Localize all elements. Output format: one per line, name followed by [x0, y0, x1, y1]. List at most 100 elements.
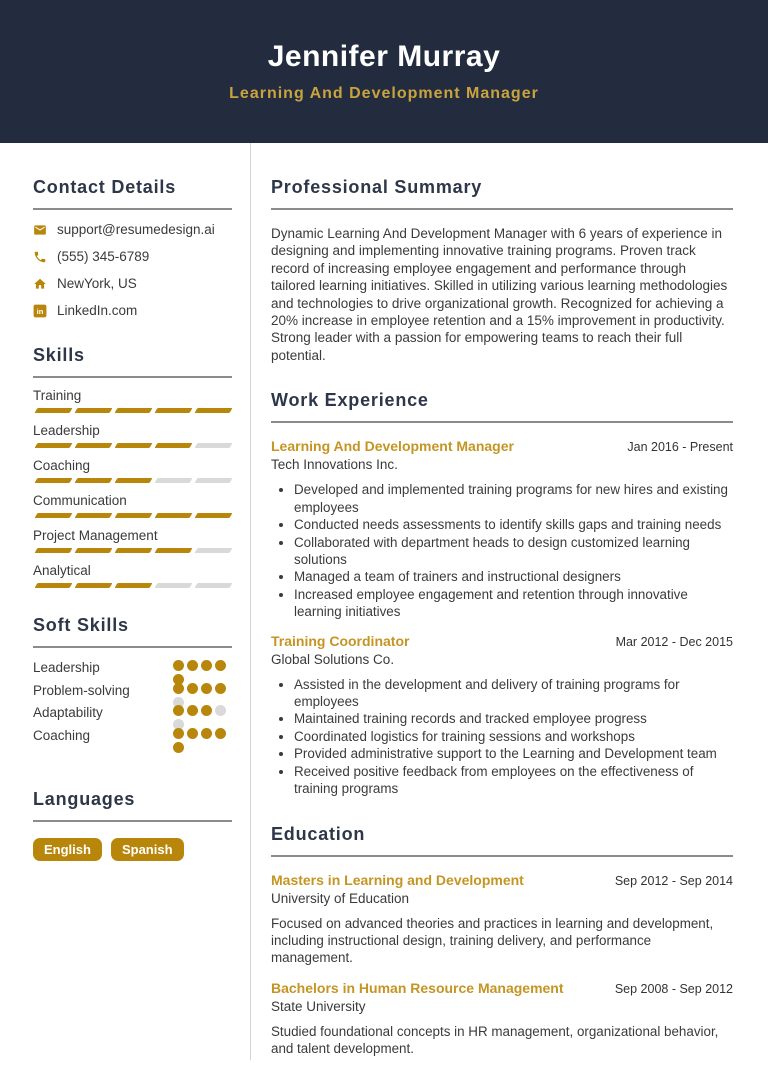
rating-dot — [187, 705, 198, 716]
summary-heading: Professional Summary — [271, 177, 733, 210]
main-column: Professional Summary Dynamic Learning An… — [250, 143, 768, 1058]
skill-bar-segment — [114, 513, 153, 518]
soft-skill-row: Coaching — [33, 727, 232, 753]
job-dates: Mar 2012 - Dec 2015 — [615, 634, 733, 649]
skill-level-bar — [33, 513, 233, 518]
skill-label: Coaching — [33, 458, 91, 473]
rating-dot — [173, 682, 184, 694]
job-bullet: Conducted needs assessments to identify … — [294, 516, 733, 533]
skill-bar-segment — [154, 443, 193, 448]
skill-bar-segment — [34, 408, 73, 413]
skill-bar-segment — [74, 408, 113, 413]
skill-bar-segment — [154, 478, 193, 483]
contact-item: in LinkedIn.com — [33, 303, 232, 318]
skill-level-bar — [33, 583, 233, 588]
job-company: Global Solutions Co. — [271, 651, 395, 667]
skill-bar-segment — [114, 443, 153, 448]
rating-dot — [215, 682, 226, 694]
skill-bar-segment — [154, 548, 193, 553]
contact-item-text: NewYork, US — [57, 276, 137, 291]
contact-heading: Contact Details — [33, 177, 232, 210]
soft-skill-row: Leadership — [33, 660, 232, 685]
soft-skill-dots — [173, 660, 232, 685]
skill-bar-segment — [194, 513, 233, 518]
rating-dot — [215, 660, 226, 671]
header-banner: Jennifer Murray Learning And Development… — [0, 0, 768, 143]
rating-dot — [173, 660, 184, 671]
job-bullet: Assisted in the development and delivery… — [294, 676, 733, 711]
education-dates: Sep 2008 - Sep 2012 — [614, 981, 733, 996]
skill-bar-segment — [34, 443, 73, 448]
job-bullet: Maintained training records and tracked … — [294, 710, 733, 727]
education-header: Masters in Learning and Development Sep 2… — [271, 872, 733, 888]
skill-bar-segment — [194, 408, 233, 413]
soft-skill-row: Adaptability — [33, 705, 232, 730]
skill-row: Coaching — [33, 458, 233, 483]
soft-skill-dots — [173, 705, 232, 730]
soft-skill-row: Problem-solving — [33, 682, 232, 708]
education-description: Studied foundational concepts in HR mana… — [271, 1023, 719, 1057]
skills-section: Skills Training Leadership Coaching Communi… — [33, 345, 233, 588]
school-name: University of Education — [271, 890, 410, 906]
soft-skill-dots — [173, 727, 232, 753]
person-job-title: Learning And Development Manager — [229, 85, 539, 102]
skill-bar-segment — [34, 583, 73, 588]
rating-dot — [187, 660, 198, 671]
phone-icon — [33, 250, 47, 264]
summary-section: Professional Summary Dynamic Learning An… — [271, 177, 733, 364]
rating-dot — [173, 674, 184, 685]
job-bullet: Managed a team of trainers and instructi… — [294, 568, 733, 585]
skill-row: Training — [33, 388, 233, 413]
job-bullet-list: Developed and implemented training progr… — [271, 481, 733, 620]
person-name: Jennifer Murray — [267, 40, 501, 73]
contact-item-text[interactable]: LinkedIn.com — [57, 303, 138, 318]
summary-text: Dynamic Learning And Development Manager… — [271, 226, 728, 363]
skill-level-bar — [33, 408, 233, 413]
job-bullet: Increased employee engagement and retent… — [294, 586, 733, 621]
skill-bar-segment — [114, 548, 153, 553]
email-icon — [33, 223, 47, 237]
languages-list: English Spanish — [33, 838, 232, 861]
contact-item-text[interactable]: support@resumedesign.ai — [57, 222, 215, 237]
experience-section: Work Experience Learning And Development… — [271, 390, 733, 797]
skill-bar-segment — [74, 478, 113, 483]
job-company: Tech Innovations Inc. — [271, 457, 398, 473]
education-entry: Bachelors in Human Resource Management Se… — [271, 980, 733, 1058]
skill-row: Leadership — [33, 423, 233, 448]
soft-skill-label: Problem-solving — [33, 682, 130, 698]
skill-bar-segment — [154, 583, 193, 588]
skill-bar-segment — [194, 583, 233, 588]
column-divider — [250, 143, 251, 1060]
skill-row: Project Management — [33, 528, 233, 553]
job-bullet: Provided administrative support to the L… — [294, 745, 733, 762]
skills-heading: Skills — [33, 345, 232, 378]
linkedin-icon: in — [33, 304, 47, 318]
job-header: Learning And Development Manager Jan 2016… — [271, 438, 733, 454]
languages-heading: Languages — [33, 789, 232, 822]
job-bullet: Received positive feedback from employee… — [294, 763, 733, 798]
skills-list: Training Leadership Coaching Communication P… — [33, 388, 233, 588]
soft-skill-label: Adaptability — [33, 705, 103, 720]
skill-bar-segment — [74, 583, 113, 588]
education-section: Education Masters in Learning and Develo… — [271, 824, 733, 1058]
sidebar: Contact Details support@resumedesign.ai (… — [0, 143, 250, 861]
rating-dot — [201, 682, 212, 694]
language-badge: English — [33, 838, 102, 861]
skill-label: Leadership — [33, 423, 100, 438]
skill-level-bar — [33, 478, 233, 483]
education-heading: Education — [271, 824, 733, 857]
rating-dot — [215, 705, 226, 716]
skill-bar-segment — [74, 443, 113, 448]
rating-dot — [201, 727, 212, 739]
job-dates: Jan 2016 - Present — [627, 440, 733, 455]
skill-bar-segment — [114, 408, 153, 413]
soft-skills-heading: Soft Skills — [33, 615, 232, 648]
contact-item: support@resumedesign.ai — [33, 222, 232, 237]
contact-item: NewYork, US — [33, 276, 232, 291]
languages-section: Languages English Spanish — [33, 789, 232, 861]
soft-skill-dots — [173, 682, 232, 708]
soft-skill-label: Leadership — [33, 660, 100, 675]
degree-title: Bachelors in Human Resource Management — [271, 979, 564, 996]
skill-bar-segment — [34, 548, 73, 553]
